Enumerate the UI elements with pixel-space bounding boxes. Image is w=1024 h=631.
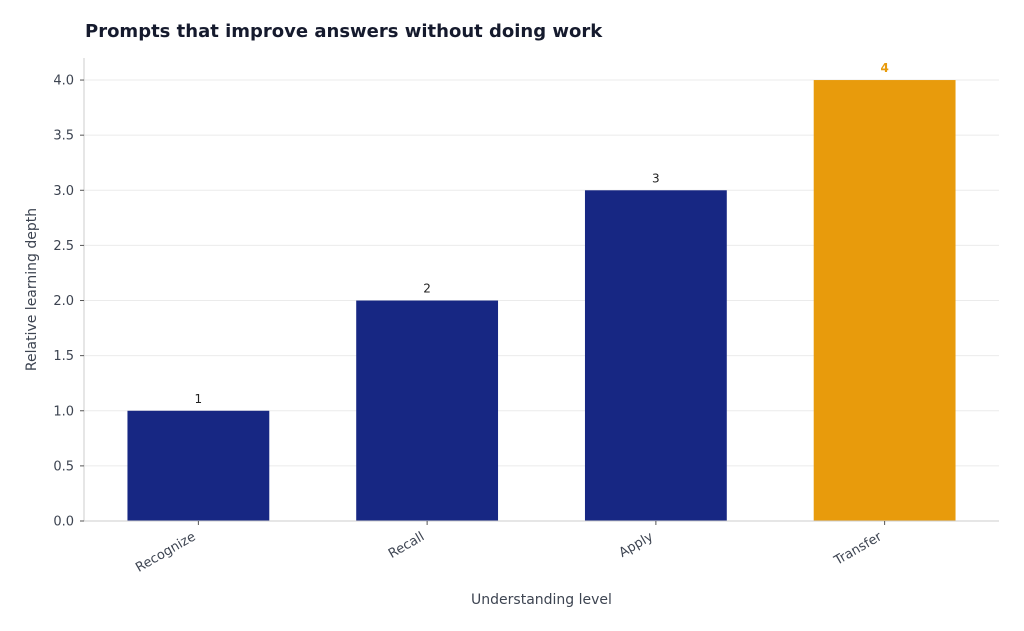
y-tick-label: 1.0 (53, 404, 74, 419)
y-axis-title: Relative learning depth (24, 208, 40, 371)
data-labels: 1 2 3 4 (195, 61, 889, 406)
x-axis-title: Understanding level (471, 592, 612, 608)
bar-recall (356, 300, 499, 521)
data-label-recognize: 1 (195, 392, 203, 406)
data-label-recall: 2 (423, 282, 431, 296)
y-tick-label: 0.0 (53, 515, 74, 530)
data-label-transfer: 4 (880, 61, 888, 75)
x-axis-ticks: Recognize Recall Apply Transfer (133, 521, 885, 576)
x-tick-label: Recall (386, 529, 427, 561)
chart-title: Prompts that improve answers without doi… (85, 21, 603, 42)
x-tick-label: Apply (617, 529, 657, 560)
bars (127, 80, 956, 522)
data-label-apply: 3 (652, 171, 660, 185)
y-tick-label: 1.5 (53, 349, 74, 364)
y-axis-ticks: 0.0 0.5 1.0 1.5 2.0 2.5 3.0 3.5 4.0 (53, 74, 84, 530)
y-tick-label: 2.0 (53, 294, 74, 309)
y-tick-label: 0.5 (53, 459, 74, 474)
bar-apply (584, 190, 727, 522)
y-tick-label: 3.0 (53, 184, 74, 199)
x-tick-label: Recognize (133, 529, 198, 575)
y-tick-label: 4.0 (53, 74, 74, 89)
x-tick-label: Transfer (831, 529, 885, 569)
bar-transfer (813, 80, 956, 522)
bar-recognize (127, 410, 270, 521)
y-tick-label: 2.5 (53, 239, 74, 254)
y-tick-label: 3.5 (53, 129, 74, 144)
